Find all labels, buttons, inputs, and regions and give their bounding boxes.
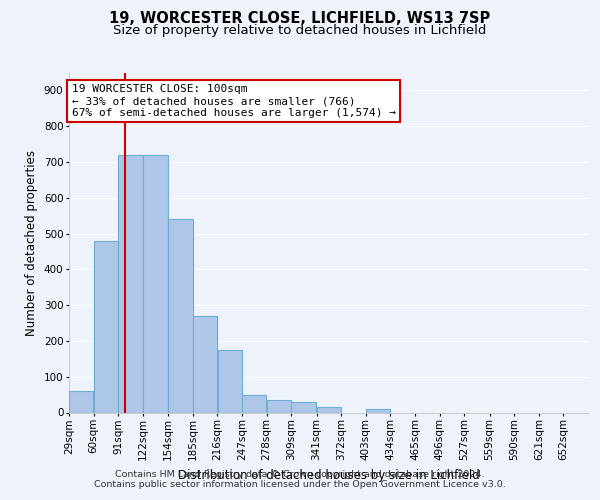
Text: Size of property relative to detached houses in Lichfield: Size of property relative to detached ho…	[113, 24, 487, 37]
Bar	[118, 155, 143, 412]
Bar	[169, 219, 193, 412]
Bar	[218, 350, 242, 412]
X-axis label: Distribution of detached houses by size in Lichfield: Distribution of detached houses by size …	[178, 468, 479, 481]
Y-axis label: Number of detached properties: Number of detached properties	[25, 150, 38, 336]
Text: Contains public sector information licensed under the Open Government Licence v3: Contains public sector information licen…	[94, 480, 506, 489]
Bar	[94, 240, 118, 412]
Text: Contains HM Land Registry data © Crown copyright and database right 2024.: Contains HM Land Registry data © Crown c…	[115, 470, 485, 479]
Bar	[292, 402, 316, 412]
Bar	[242, 394, 266, 412]
Bar	[366, 409, 390, 412]
Bar	[193, 316, 217, 412]
Bar	[317, 407, 341, 412]
Bar	[143, 155, 168, 412]
Text: 19 WORCESTER CLOSE: 100sqm
← 33% of detached houses are smaller (766)
67% of sem: 19 WORCESTER CLOSE: 100sqm ← 33% of deta…	[71, 84, 395, 117]
Bar	[69, 391, 94, 412]
Text: 19, WORCESTER CLOSE, LICHFIELD, WS13 7SP: 19, WORCESTER CLOSE, LICHFIELD, WS13 7SP	[109, 11, 491, 26]
Bar	[267, 400, 291, 412]
